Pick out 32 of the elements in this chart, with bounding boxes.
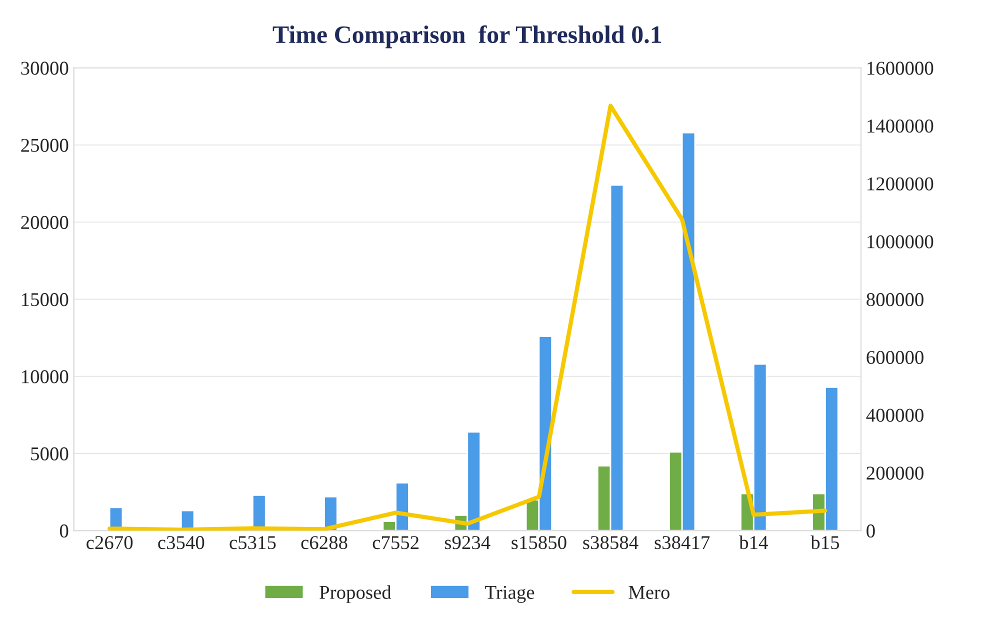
x-tick-label: c7552 [372,536,419,550]
y-tick-label: 20000 [21,216,68,230]
y2-tick-label: 1400000 [868,120,934,133]
y2-tick-label: 800000 [866,293,924,306]
x-tick-label: b14 [739,535,768,550]
y2-tick-label: 1200000 [868,177,934,190]
x-tick-label: s38417 [654,536,710,550]
chart-title: Time Comparison for Threshold 0.1 [272,25,662,48]
y2-tick-label: 0 [866,524,875,538]
y-tick-label: 15000 [22,293,68,306]
x-tick-label: s15850 [512,536,566,550]
y2-tick-label: 1000000 [868,235,934,248]
legend-label: Triage [485,586,534,603]
x-tick-label: b15 [810,535,840,550]
x-tick-label: s38584 [583,536,638,550]
legend-label: Proposed [320,585,392,603]
y2-tick-label: 200000 [866,466,924,480]
x-tick-label: c2670 [86,536,133,550]
y-tick-label: 5000 [31,447,68,460]
line-series [107,104,828,531]
y2-tick-label: 400000 [866,408,924,422]
legend-label: Mero [628,586,670,599]
y-tick-label: 10000 [22,370,68,384]
x-tick-label: c5315 [230,536,276,550]
x-tick-label: c6288 [301,536,348,550]
y-tick-label: 30000 [21,62,68,75]
y-tick-label: 25000 [21,138,68,152]
y2-tick-label: 600000 [866,350,924,364]
x-tick-label: c3540 [158,536,204,550]
y2-tick-label: 1600000 [868,62,934,75]
y-tick-label: 0 [60,524,68,538]
x-tick-label: s9234 [444,536,490,550]
